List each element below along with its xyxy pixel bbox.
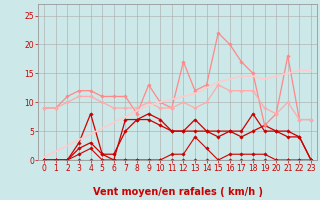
X-axis label: Vent moyen/en rafales ( km/h ): Vent moyen/en rafales ( km/h ) xyxy=(92,187,263,197)
